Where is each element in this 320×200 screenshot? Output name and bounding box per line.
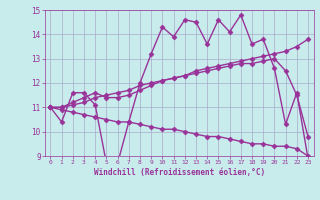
X-axis label: Windchill (Refroidissement éolien,°C): Windchill (Refroidissement éolien,°C) — [94, 168, 265, 177]
